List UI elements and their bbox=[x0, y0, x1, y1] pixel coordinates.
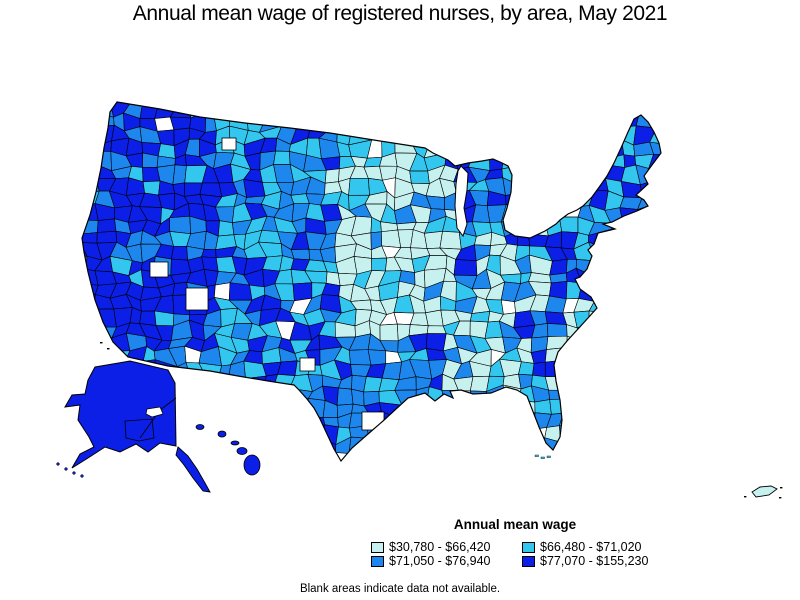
hawaii-island bbox=[243, 454, 261, 476]
no-data-area bbox=[185, 287, 209, 311]
legend-swatch-bin4 bbox=[522, 555, 535, 567]
legend-label-bin4: $77,070 - $155,230 bbox=[540, 554, 649, 568]
puerto-rico-islet bbox=[780, 487, 783, 489]
florida-keys bbox=[546, 455, 551, 458]
hawaii-island bbox=[230, 440, 240, 446]
puerto-rico-islet bbox=[744, 496, 747, 498]
aleutian-island bbox=[56, 462, 60, 466]
florida-keys bbox=[540, 456, 545, 459]
figure-title: Annual mean wage of registered nurses, b… bbox=[132, 2, 668, 25]
legend-swatch-bin3 bbox=[371, 555, 384, 567]
legend-label-bin2: $66,480 - $71,020 bbox=[540, 540, 642, 554]
alaska-panhandle bbox=[175, 446, 211, 493]
puerto-rico bbox=[751, 485, 778, 498]
legend-item-bin1: $30,780 - $66,420 bbox=[371, 541, 490, 553]
legend-label-bin3: $71,050 - $76,940 bbox=[389, 554, 491, 568]
hawaii-island bbox=[195, 424, 205, 430]
legend-item-bin4: $77,070 - $155,230 bbox=[522, 555, 648, 567]
legend-item-bin3: $71,050 - $76,940 bbox=[371, 555, 490, 567]
footnote: Blank areas indicate data not available. bbox=[299, 583, 501, 595]
alaska bbox=[64, 360, 177, 469]
aleutian-island bbox=[80, 474, 84, 478]
no-data-area bbox=[149, 261, 169, 278]
legend-item-bin2: $66,480 - $71,020 bbox=[522, 541, 641, 553]
map-area-mosaic bbox=[82, 102, 661, 459]
hawaii-island bbox=[236, 447, 248, 455]
no-data-area bbox=[361, 411, 385, 431]
puerto-rico-islet bbox=[779, 497, 782, 499]
no-data-area bbox=[221, 137, 237, 151]
legend-swatch-bin2 bbox=[522, 541, 535, 553]
aleutian-island bbox=[72, 471, 76, 475]
aleutian-island bbox=[64, 467, 68, 471]
lake-michigan bbox=[454, 165, 469, 238]
no-data-area bbox=[299, 357, 316, 372]
hawaii-island bbox=[217, 430, 227, 438]
channel-island bbox=[100, 342, 103, 344]
channel-island bbox=[107, 348, 110, 350]
legend-title: Annual mean wage bbox=[453, 517, 577, 532]
legend-swatch-bin1 bbox=[371, 541, 384, 553]
legend-label-bin1: $30,780 - $66,420 bbox=[389, 540, 491, 554]
us-outline bbox=[81, 101, 662, 463]
florida-keys bbox=[534, 454, 539, 457]
